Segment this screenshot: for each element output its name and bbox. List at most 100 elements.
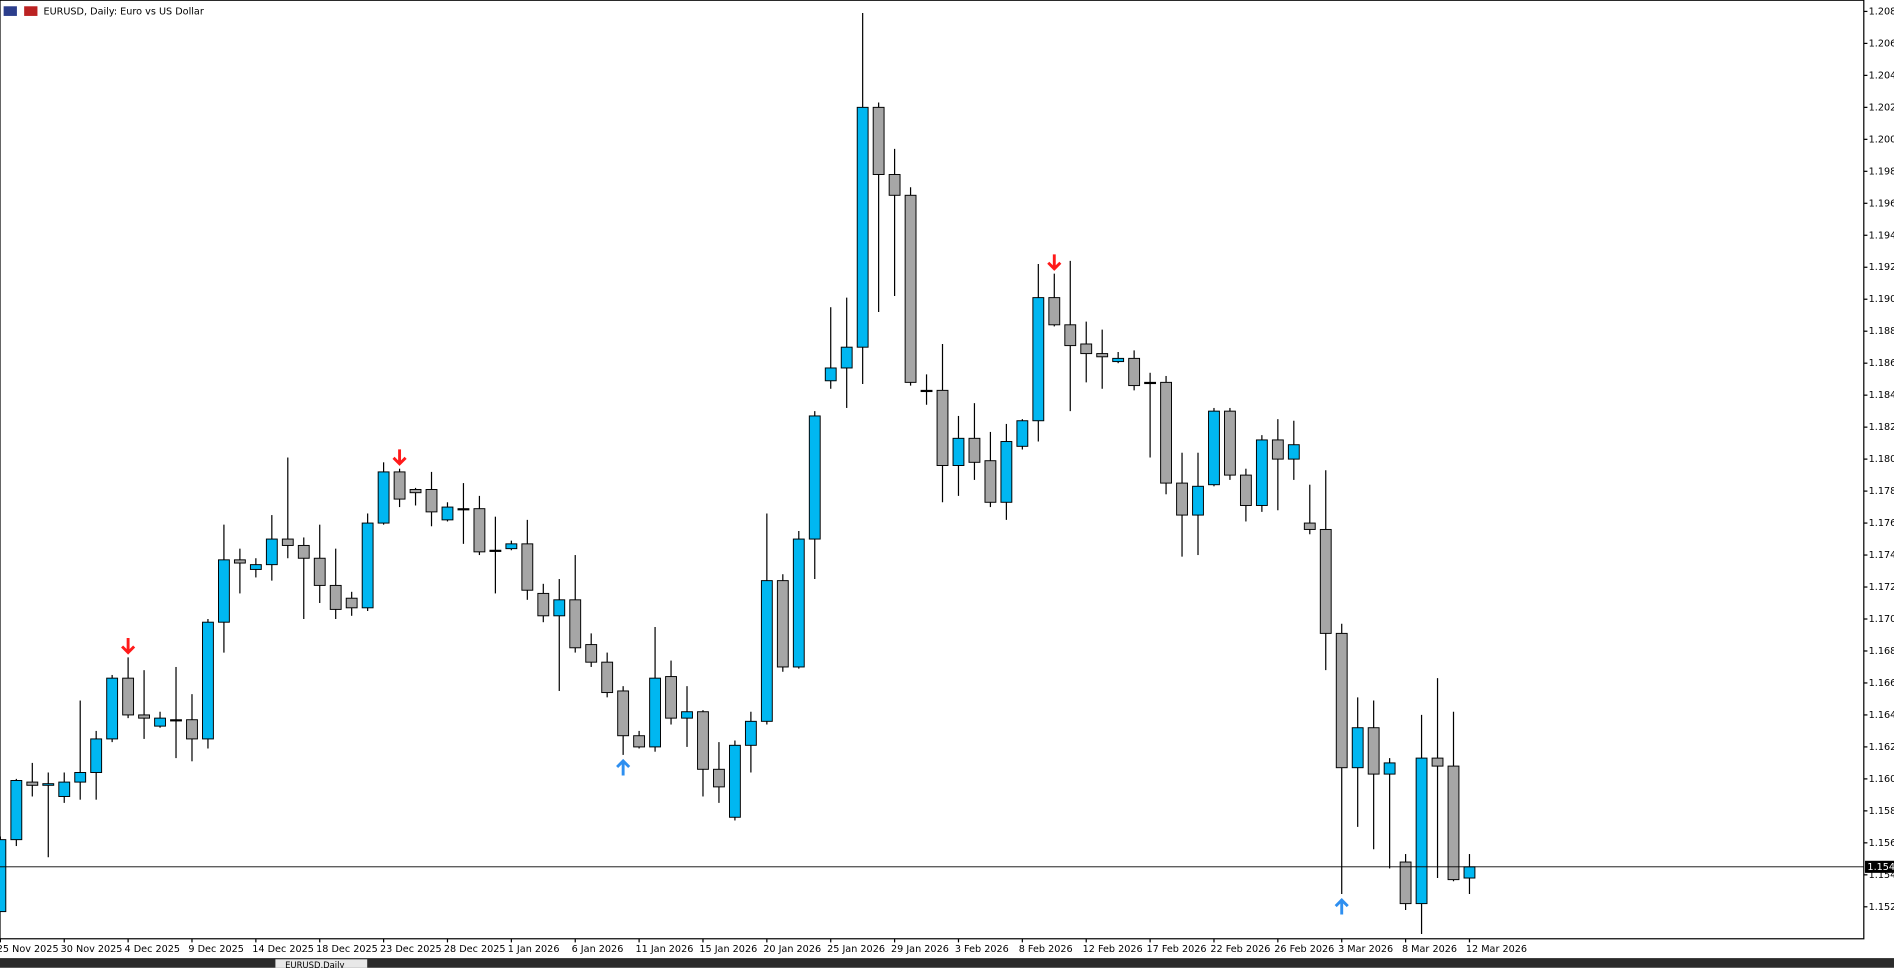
y-tick-label: 1.2083: [1869, 6, 1894, 17]
candle-body: [824, 367, 837, 382]
x-tick-label: 8 Feb 2026: [1019, 944, 1073, 955]
candle-body: [840, 346, 853, 369]
candle-body: [58, 781, 71, 797]
y-tick-label: 1.2023: [1869, 102, 1894, 113]
candle-body: [1463, 866, 1476, 879]
x-tick-label: 30 Nov 2025: [61, 944, 123, 955]
tab[interactable]: [275, 959, 368, 968]
candle-body: [1224, 410, 1236, 476]
y-tick-label: 1.1683: [1869, 646, 1894, 657]
candle-body: [361, 522, 374, 609]
current-price-box: [1865, 860, 1894, 873]
y-tick-label: 1.1803: [1869, 454, 1894, 465]
y-tick-label: 1.1523: [1869, 902, 1894, 913]
x-tick-label: 1 Jan 2026: [508, 944, 560, 955]
candle-body: [617, 690, 630, 737]
candle-body: [872, 106, 885, 175]
x-tick-label: 26 Feb 2026: [1274, 944, 1334, 955]
candle-body: [728, 744, 741, 818]
candle-body: [233, 559, 246, 564]
current-price-label: 1.1548: [1867, 862, 1894, 873]
x-tick-label: 23 Dec 2025: [380, 944, 442, 955]
candle-body: [776, 580, 789, 668]
candle-body: [1367, 727, 1380, 775]
x-tick-label: 11 Jan 2026: [635, 944, 693, 955]
candle-body: [409, 489, 422, 494]
candle-body: [1351, 727, 1364, 769]
candle-body: [1192, 485, 1204, 516]
y-tick-label: 1.2003: [1869, 134, 1894, 145]
candle-body: [1415, 757, 1428, 905]
x-tick-label: 12 Mar 2026: [1466, 944, 1527, 955]
candle-body: [489, 549, 502, 552]
chart-icon: [24, 6, 38, 16]
candle-body: [920, 389, 933, 393]
y-tick-label: 1.1763: [1869, 518, 1894, 529]
candle-body: [186, 719, 198, 740]
candle-body: [42, 783, 55, 786]
candle-body: [281, 538, 294, 546]
y-tick-label: 1.1663: [1869, 678, 1894, 689]
candle-body: [1096, 353, 1109, 358]
candle-body: [1383, 762, 1396, 775]
y-tick-label: 1.1743: [1869, 550, 1894, 561]
candle-body: [760, 580, 773, 722]
candle-body: [1319, 528, 1332, 634]
x-tick-label: 3 Mar 2026: [1338, 944, 1393, 955]
candle-body: [1128, 357, 1141, 387]
candle-body: [425, 489, 438, 513]
buy-arrow: [1334, 897, 1349, 915]
tab-label[interactable]: EURUSD,Daily: [285, 960, 344, 968]
candle-body: [265, 538, 278, 566]
x-tick-label: 29 Jan 2026: [891, 944, 949, 955]
x-tick-label: 20 Jan 2026: [763, 944, 821, 955]
candle-body: [569, 599, 582, 649]
candle-body: [457, 508, 470, 511]
header-icons: [3, 6, 38, 16]
candle-body: [808, 415, 821, 540]
candle-body: [1160, 381, 1172, 484]
x-tick-label: 17 Feb 2026: [1146, 944, 1206, 955]
y-tick-label: 1.1903: [1869, 294, 1894, 305]
candle-body: [792, 538, 805, 668]
candle-body: [1239, 474, 1252, 506]
candle-body: [377, 471, 390, 524]
candle-body: [744, 720, 757, 746]
candle-body: [0, 839, 7, 913]
x-tick-label: 12 Feb 2026: [1083, 944, 1143, 955]
candle-body: [1335, 632, 1348, 769]
candle-body: [345, 597, 358, 609]
x-tick-label: 25 Jan 2026: [827, 944, 885, 955]
candle-body: [90, 738, 103, 773]
candle-body: [1016, 420, 1029, 447]
candle-body: [1032, 297, 1045, 422]
candle-body: [968, 437, 981, 463]
candle-body: [313, 557, 326, 586]
y-tick-label: 1.1543: [1869, 870, 1894, 881]
buy-arrow: [616, 758, 631, 776]
y-tick-label: 1.1603: [1869, 774, 1894, 785]
y-tick-label: 1.1883: [1869, 326, 1894, 337]
candle-body: [1048, 297, 1061, 326]
sell-arrow: [392, 449, 407, 466]
y-tick-label: 1.2043: [1869, 70, 1894, 81]
candle-body: [888, 174, 901, 196]
y-tick-label: 1.1583: [1869, 806, 1894, 817]
candle-body: [1208, 410, 1220, 486]
candle-body: [393, 471, 406, 500]
tab-bar: [0, 958, 1894, 968]
y-tick-label: 1.1963: [1869, 198, 1894, 209]
candle-body: [537, 592, 550, 617]
x-tick-label: 6 Jan 2026: [572, 944, 624, 955]
candle-body: [1144, 381, 1157, 385]
candle-body: [1303, 522, 1316, 530]
candle-body: [601, 661, 614, 694]
x-tick-label: 22 Feb 2026: [1210, 944, 1270, 955]
candle-body: [904, 194, 917, 383]
candle-body: [10, 780, 23, 841]
candle-body: [1271, 439, 1284, 460]
candle-body: [1000, 441, 1013, 503]
candle-body: [681, 711, 693, 719]
